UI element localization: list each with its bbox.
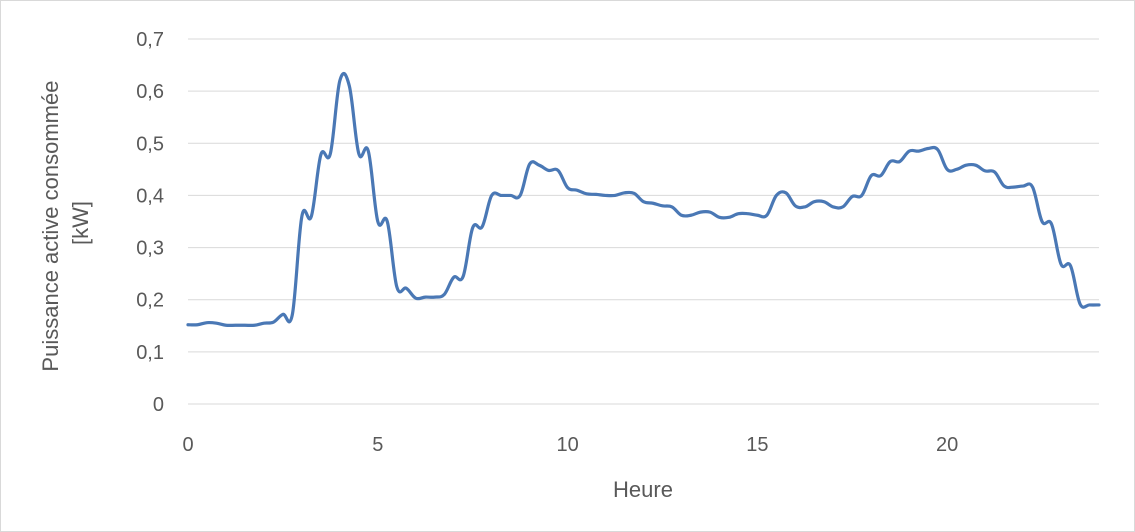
- y-tick-label: 0,1: [136, 342, 164, 364]
- x-tick-label: 20: [936, 434, 958, 456]
- y-axis-title-line-1: Puissance active consommée: [38, 81, 63, 372]
- y-tick-label: 0,7: [136, 29, 164, 51]
- x-axis-title: Heure: [613, 477, 673, 502]
- series-line: [186, 71, 1101, 328]
- y-tick-labels: 0 0,1 0,2 0,3 0,4 0,5 0,6 0,7: [136, 29, 164, 416]
- y-axis-title-line-2: [kW]: [68, 201, 93, 245]
- gridlines: [188, 38, 1099, 405]
- x-tick-label: 0: [182, 434, 193, 456]
- x-tick-label: 15: [746, 434, 768, 456]
- y-tick-label: 0,2: [136, 290, 164, 312]
- x-tick-label: 10: [556, 434, 578, 456]
- y-tick-label: 0,6: [136, 81, 164, 103]
- x-tick-labels: 0 5 10 15 20: [182, 434, 958, 456]
- y-tick-label: 0,5: [136, 133, 164, 155]
- x-tick-label: 5: [372, 434, 383, 456]
- y-axis-title: Puissance active consommée [kW]: [38, 74, 93, 371]
- y-tick-label: 0: [153, 394, 164, 416]
- y-tick-label: 0,4: [136, 185, 164, 207]
- y-tick-label: 0,3: [136, 238, 164, 260]
